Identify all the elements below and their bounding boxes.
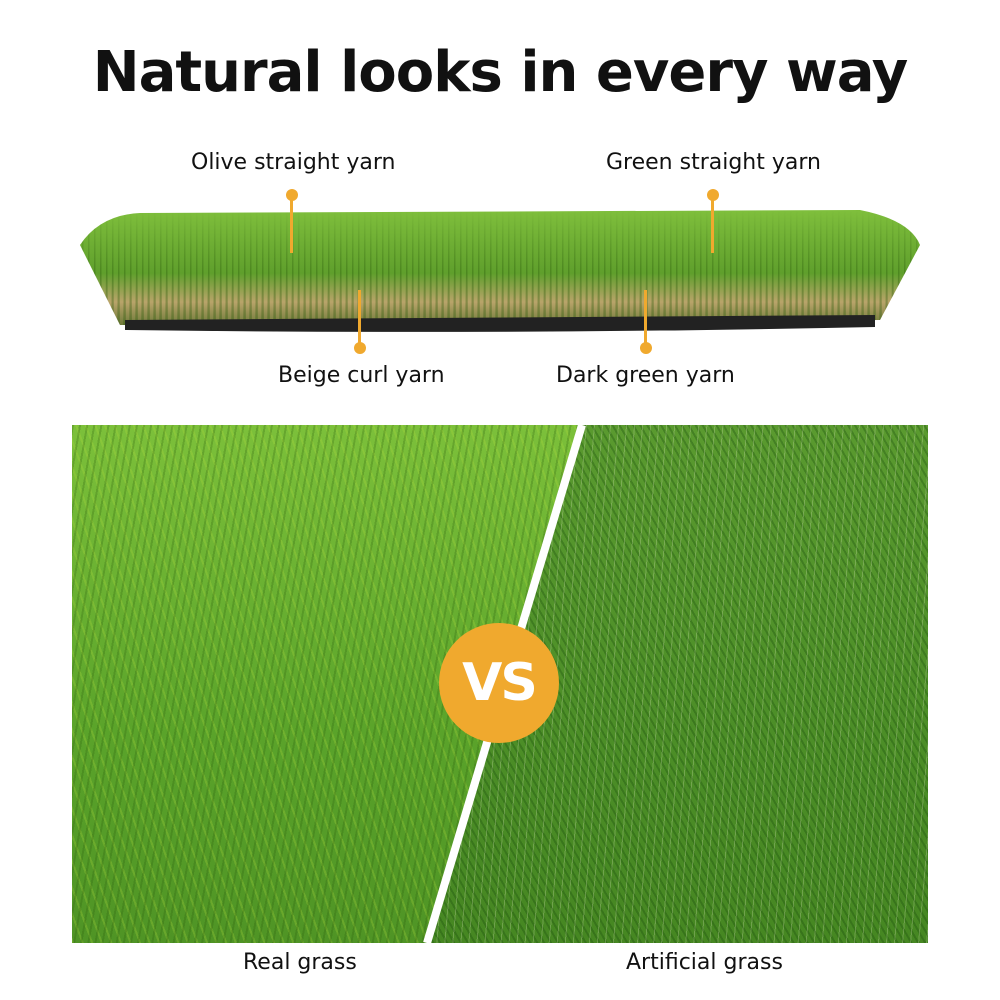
callout-dot (354, 342, 366, 354)
callout-line (644, 290, 647, 345)
callout-green-straight-yarn: Green straight yarn (606, 150, 821, 175)
callout-line (290, 195, 293, 253)
real-grass-label: Real grass (243, 950, 357, 975)
artificial-grass-label: Artificial grass (626, 950, 783, 975)
callout-line (358, 290, 361, 345)
callout-line (711, 195, 714, 253)
turf-sample-image (80, 210, 920, 332)
vs-badge: VS (439, 623, 559, 743)
callout-beige-curl-yarn: Beige curl yarn (278, 363, 445, 388)
page-title: Natural looks in every way (92, 40, 909, 105)
callout-olive-straight-yarn: Olive straight yarn (191, 150, 396, 175)
callout-dot (640, 342, 652, 354)
callout-dark-green-yarn: Dark green yarn (556, 363, 735, 388)
